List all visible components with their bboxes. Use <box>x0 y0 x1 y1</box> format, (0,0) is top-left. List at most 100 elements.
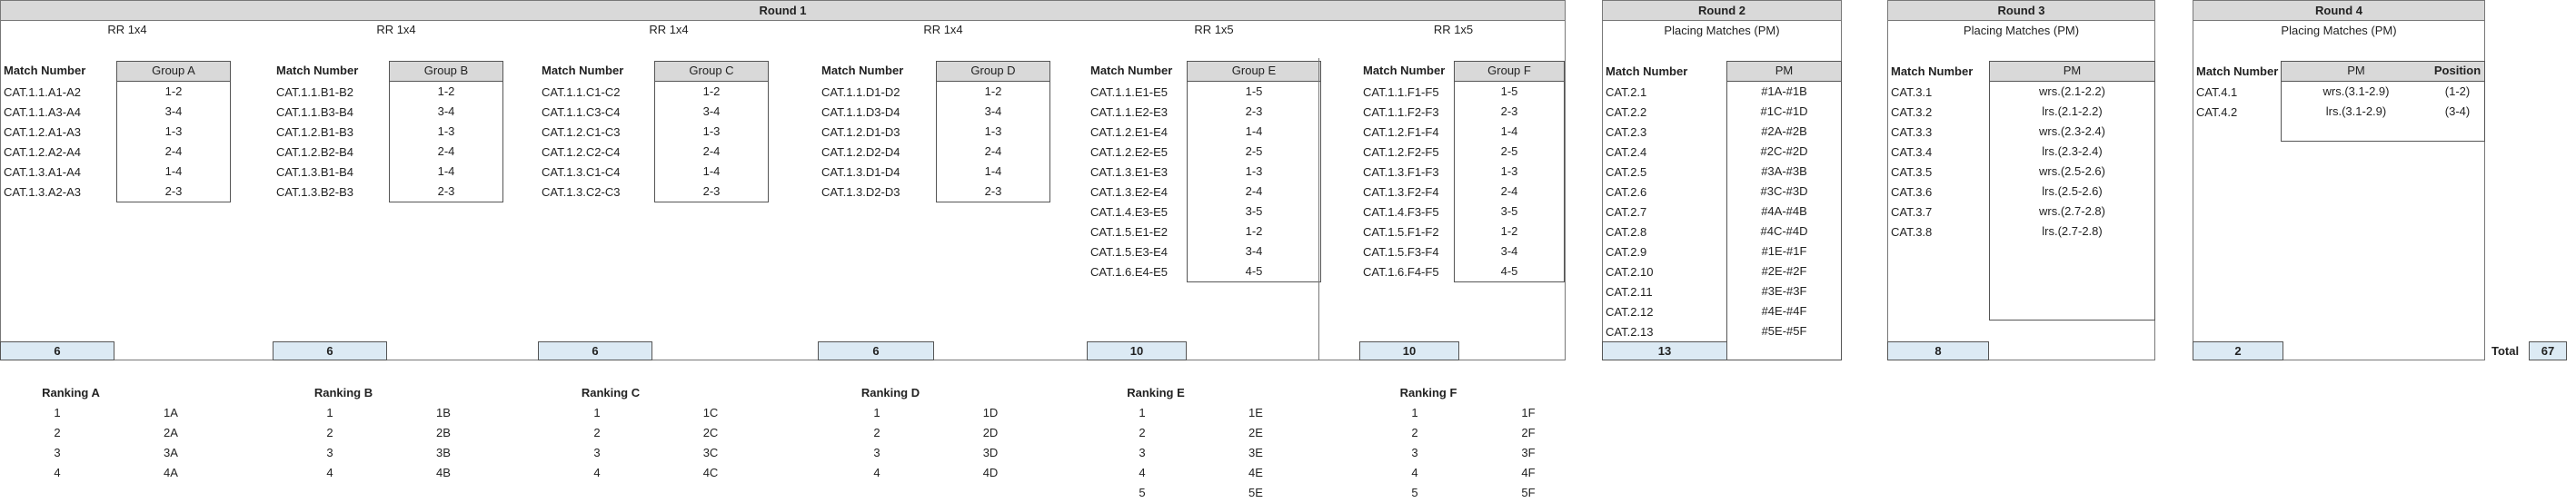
group-b-match-number-header: Match Number <box>276 64 359 77</box>
round4-match-number-header: Match Number <box>2196 64 2279 78</box>
match-number: CAT.1.3.A2-A3 <box>4 185 82 199</box>
pm-cell: lrs.(2.3-2.4) <box>2042 144 2103 158</box>
ranking-title: Ranking D <box>860 386 920 399</box>
group-c-box: Group C 1-2 3-4 1-3 2-4 1-4 2-3 <box>654 61 769 202</box>
ranking-position: 4 <box>873 466 880 479</box>
pm-cell: #1E-#1F <box>1761 244 1807 258</box>
pair-cell: 1-3 <box>1245 164 1263 178</box>
pm-cell: wrs.(2.7-2.8) <box>2039 204 2105 218</box>
group-e-header: Group E <box>1188 62 1320 82</box>
ranking-entry: 2F <box>1521 426 1536 439</box>
match-number: CAT.1.1.F1-F5 <box>1363 85 1439 99</box>
match-number: CAT.4.2 <box>2196 105 2238 119</box>
match-number: CAT.1.1.F2-F3 <box>1363 105 1439 119</box>
pair-cell: 1-5 <box>1245 84 1263 98</box>
pm-cell: wrs.(2.3-2.4) <box>2039 124 2105 138</box>
match-number: CAT.2.5 <box>1606 165 1647 179</box>
ranking-entry: 3A <box>164 446 178 459</box>
match-number: CAT.1.2.C1-C3 <box>542 125 621 139</box>
pair-cell: 2-3 <box>702 184 721 198</box>
match-number: CAT.3.6 <box>1891 185 1933 199</box>
ranking-entry: 1A <box>164 406 178 419</box>
match-number: CAT.1.2.A2-A4 <box>4 145 82 159</box>
group-b-header: Group B <box>390 62 502 82</box>
match-number: CAT.1.2.C2-C4 <box>542 145 621 159</box>
match-number: CAT.1.6.F4-F5 <box>1363 265 1439 279</box>
ranking-position: 1 <box>54 406 61 419</box>
round4-match-count: 2 <box>2193 341 2283 360</box>
round3-subtitle: Placing Matches (PM) <box>1963 24 2080 37</box>
pm-cell: #2E-#2F <box>1761 264 1807 278</box>
group-c-header: Group C <box>655 62 768 82</box>
ranking-entry: 4B <box>436 466 451 479</box>
match-number: CAT.1.1.A3-A4 <box>4 105 82 119</box>
ranking-position: 4 <box>1139 466 1146 479</box>
group-a-box: Group A 1-2 3-4 1-3 2-4 1-4 2-3 <box>116 61 231 202</box>
ranking-entry: 4C <box>702 466 719 479</box>
group-b-match-count: 6 <box>273 341 387 360</box>
round3-frame: Round 3 Placing Matches (PM) Match Numbe… <box>1887 0 2155 360</box>
match-number: CAT.1.3.B2-B3 <box>276 185 354 199</box>
match-number: CAT.3.3 <box>1891 125 1933 139</box>
ranking-entry: 5F <box>1521 486 1536 499</box>
ranking-position: 1 <box>326 406 333 419</box>
round4-frame: Round 4 Placing Matches (PM) Match Numbe… <box>2193 0 2485 360</box>
match-number: CAT.1.1.C3-C4 <box>542 105 621 119</box>
ranking-title: Ranking C <box>581 386 641 399</box>
ranking-position: 4 <box>54 466 61 479</box>
ranking-entry: 5E <box>1248 486 1263 499</box>
pair-cell: 3-4 <box>164 104 183 118</box>
match-number: CAT.2.4 <box>1606 145 1647 159</box>
pair-cell: 1-5 <box>1500 84 1518 98</box>
pair-cell: 1-3 <box>437 124 455 138</box>
ranking-entry: 2B <box>436 426 451 439</box>
group-d-match-count: 6 <box>818 341 934 360</box>
match-number: CAT.3.1 <box>1891 85 1933 99</box>
group-d-box: Group D 1-2 3-4 1-3 2-4 1-4 2-3 <box>936 61 1050 202</box>
pair-cell: 3-4 <box>437 104 455 118</box>
round2-title: Round 2 <box>1603 1 1841 21</box>
ranking-entry: 4F <box>1521 466 1536 479</box>
match-number: CAT.1.5.F3-F4 <box>1363 245 1439 259</box>
pair-cell: 1-2 <box>1500 224 1518 238</box>
round2-frame: Round 2 Placing Matches (PM) Match Numbe… <box>1602 0 1842 360</box>
ranking-title: Ranking F <box>1399 386 1457 399</box>
pair-cell: 4-5 <box>1245 264 1263 278</box>
round1-frame: Round 1 <box>0 0 1566 360</box>
match-number: CAT.2.6 <box>1606 185 1647 199</box>
ranking-entry: 3B <box>436 446 451 459</box>
pair-cell: 1-4 <box>702 164 721 178</box>
ranking-entry: 3D <box>982 446 999 459</box>
match-number: CAT.3.4 <box>1891 145 1933 159</box>
match-number: CAT.1.2.A1-A3 <box>4 125 82 139</box>
pair-cell: 2-4 <box>1245 184 1263 198</box>
pair-cell: 3-4 <box>984 104 1002 118</box>
round3-match-number-header: Match Number <box>1891 64 1974 78</box>
pm-cell: wrs.(2.1-2.2) <box>2039 84 2105 98</box>
match-number: CAT.1.1.C1-C2 <box>542 85 621 99</box>
pair-cell: 3-4 <box>702 104 721 118</box>
pair-cell: 2-4 <box>164 144 183 158</box>
ranking-entry: 4E <box>1248 466 1263 479</box>
ranking-entry: 4A <box>164 466 178 479</box>
match-number: CAT.3.5 <box>1891 165 1933 179</box>
pair-cell: 2-3 <box>164 184 183 198</box>
pm-cell: #3E-#3F <box>1761 284 1807 298</box>
ranking-position: 5 <box>1139 486 1146 499</box>
round2-subtitle: Placing Matches (PM) <box>1664 24 1780 37</box>
pm-cell: #3C-#3D <box>1760 184 1808 198</box>
ranking-position: 3 <box>54 446 61 459</box>
group-f-match-count: 10 <box>1359 341 1459 360</box>
match-number: CAT.2.13 <box>1606 325 1654 339</box>
group-a-format: RR 1x4 <box>107 23 147 36</box>
pair-cell: 1-2 <box>1245 224 1263 238</box>
total-label: Total <box>2491 344 2520 358</box>
group-f-header: Group F <box>1455 62 1564 82</box>
total-value: 67 <box>2529 341 2567 360</box>
ranking-position: 1 <box>1411 406 1418 419</box>
pm-cell: #4E-#4F <box>1761 304 1807 318</box>
pair-cell: 3-5 <box>1500 204 1518 218</box>
group-f-match-number-header: Match Number <box>1363 64 1446 77</box>
match-number: CAT.4.1 <box>2196 85 2238 99</box>
match-number: CAT.1.4.E3-E5 <box>1090 205 1169 219</box>
